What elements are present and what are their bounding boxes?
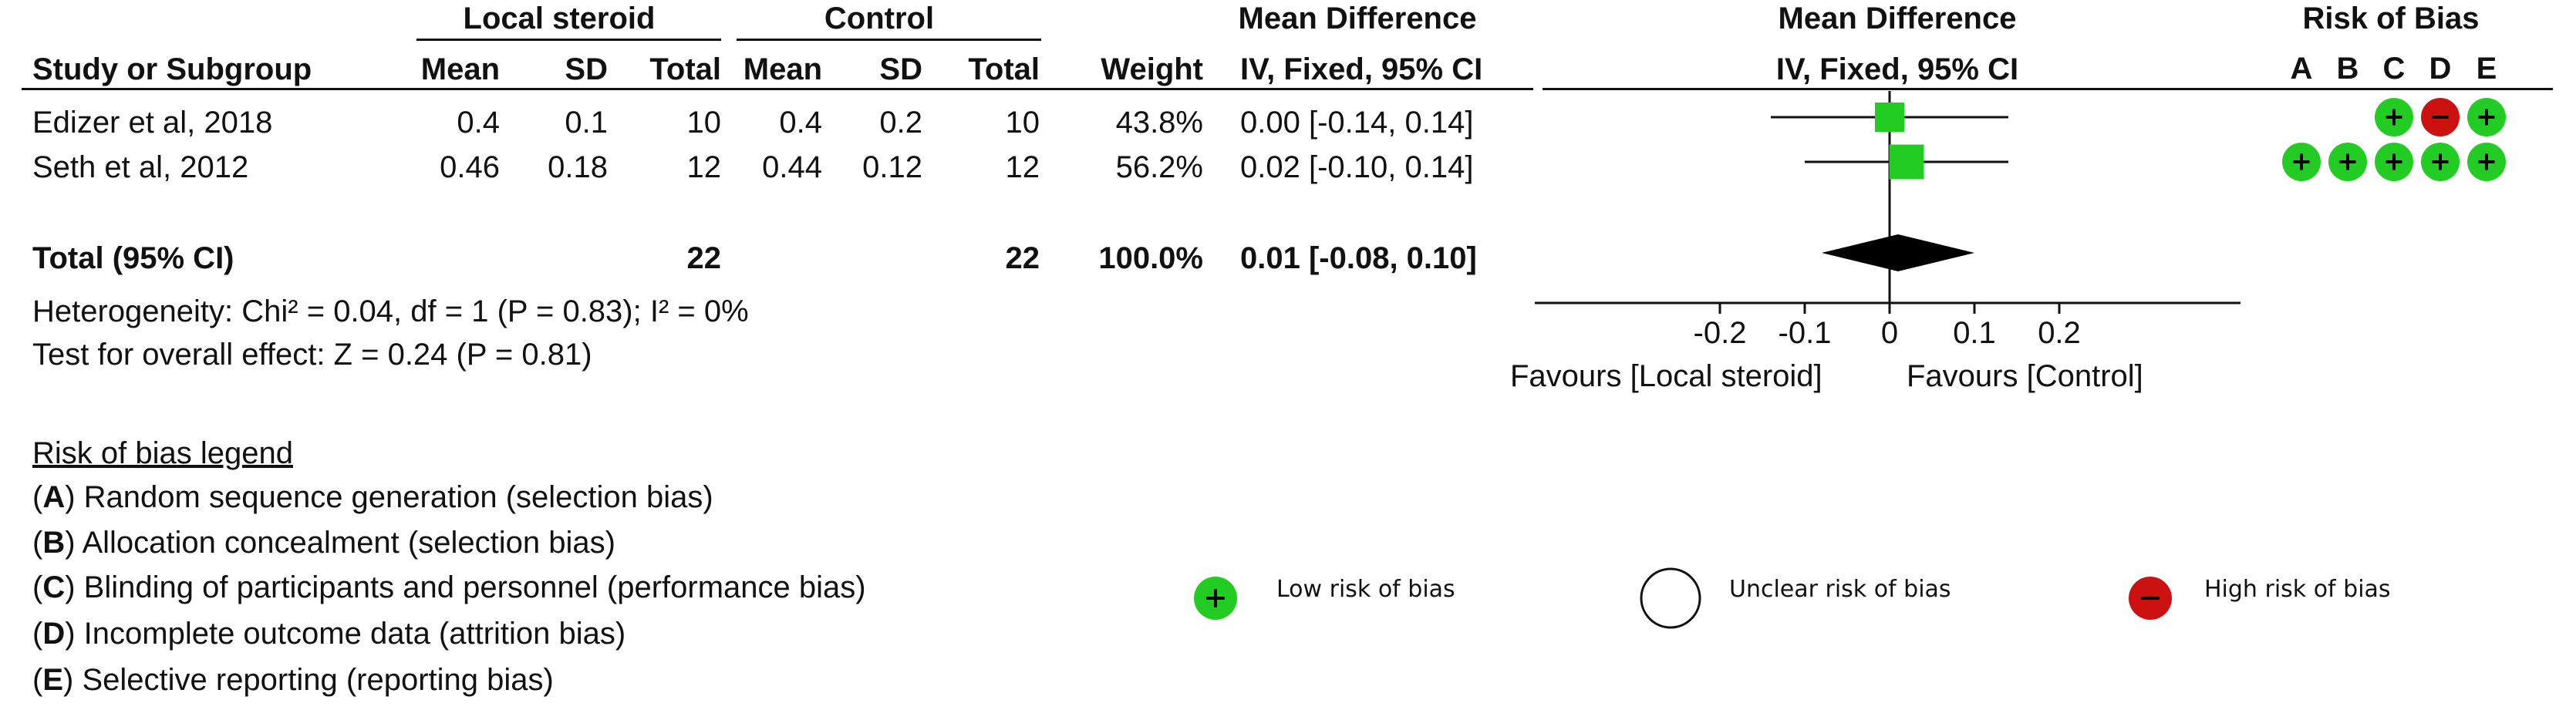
- rob-legend-letter: C: [42, 570, 66, 604]
- group2-header: Control: [824, 2, 935, 35]
- col-total1: Total: [649, 52, 721, 86]
- rob-column-letter: A: [2291, 52, 2313, 86]
- study-square: [1889, 144, 1924, 180]
- total-label: Total (95% CI): [32, 241, 234, 275]
- col-mean1: Mean: [420, 52, 500, 86]
- x-tick-label: -0.1: [1779, 316, 1832, 350]
- rob-column-letter: C: [2383, 52, 2406, 86]
- rob-legend-letter: B: [42, 526, 66, 560]
- key-low-label: Low risk of bias: [1276, 576, 1455, 603]
- rob-column-letter: D: [2429, 52, 2452, 86]
- x-tick-label: -0.2: [1694, 316, 1747, 350]
- rob-legend-item: (C) Blinding of participants and personn…: [32, 570, 866, 604]
- pooled-diamond: [1822, 234, 1974, 271]
- mean1: 0.46: [440, 150, 500, 184]
- rob-legend-title: Risk of bias legend: [32, 436, 293, 470]
- rob-column-letter: E: [2477, 52, 2497, 86]
- weight: 43.8%: [1115, 106, 1203, 140]
- favours-right-label: Favours [Control]: [1907, 359, 2143, 393]
- total1: 10: [686, 106, 722, 140]
- rob-legend-text: ) Selective reporting (reporting bias): [63, 663, 554, 697]
- rob-legend-item: (A) Random sequence generation (selectio…: [32, 480, 713, 514]
- x-tick-label: 0.2: [2038, 316, 2081, 350]
- heterogeneity-text: Heterogeneity: Chi² = 0.04, df = 1 (P = …: [32, 294, 749, 328]
- total1: 12: [686, 150, 722, 184]
- key-high-label: High risk of bias: [2204, 576, 2391, 603]
- favours-left-label: Favours [Local steroid]: [1510, 359, 1822, 393]
- rob-legend-item: (D) Incomplete outcome data (attrition b…: [32, 617, 626, 651]
- group2-rule: [737, 39, 1041, 41]
- col-study: Study or Subgroup: [32, 52, 312, 86]
- rob-legend-text: ) Allocation concealment (selection bias…: [65, 526, 615, 560]
- total2: 22: [1005, 241, 1040, 275]
- header-rule: [22, 88, 1533, 90]
- md-ci: 0.02 [-0.10, 0.14]: [1240, 150, 1474, 184]
- header-rule-plot: [1543, 88, 2553, 90]
- total2: 10: [1005, 106, 1040, 140]
- x-tick-label: 0.1: [1953, 316, 1996, 350]
- rob-legend-letter: A: [42, 480, 66, 514]
- rob-legend-item: (E) Selective reporting (reporting bias): [32, 663, 554, 697]
- col-weight: Weight: [1101, 52, 1203, 86]
- rob-legend-letter: D: [42, 617, 66, 651]
- md-plot-header: Mean Difference: [1778, 2, 2017, 35]
- rob-legend-letter: E: [42, 663, 64, 697]
- total-md-ci: 0.01 [-0.08, 0.10]: [1240, 241, 1477, 275]
- col-total2: Total: [968, 52, 1040, 86]
- total-weight: 100.0%: [1098, 241, 1203, 275]
- weight: 56.2%: [1115, 150, 1203, 184]
- col-mean2: Mean: [743, 52, 822, 86]
- col-md-plot: IV, Fixed, 95% CI: [1775, 52, 2019, 86]
- study-name: Edizer et al, 2018: [32, 106, 273, 140]
- sd2: 0.2: [879, 106, 922, 140]
- md-header: Mean Difference: [1238, 2, 1477, 35]
- sd2: 0.12: [862, 150, 922, 184]
- col-sd1: SD: [565, 52, 608, 86]
- study-square: [1874, 102, 1905, 133]
- rob-header: Risk of Bias: [2302, 2, 2480, 35]
- rob-column-letter: B: [2337, 52, 2359, 86]
- mean2: 0.4: [779, 106, 822, 140]
- rob-legend-text: ) Incomplete outcome data (attrition bia…: [65, 617, 626, 651]
- total1: 22: [686, 241, 722, 275]
- rob-legend-text: ) Random sequence generation (selection …: [65, 480, 713, 514]
- key-unclear-icon: [1640, 567, 1701, 629]
- rob-legend-item: (B) Allocation concealment (selection bi…: [32, 526, 615, 560]
- mean1: 0.4: [457, 106, 500, 140]
- group1-header: Local steroid: [463, 2, 656, 35]
- mean2: 0.44: [762, 150, 822, 184]
- md-ci: 0.00 [-0.14, 0.14]: [1240, 106, 1474, 140]
- col-sd2: SD: [879, 52, 922, 86]
- sd1: 0.18: [548, 150, 608, 184]
- x-tick-label: 0: [1881, 316, 1898, 350]
- sd1: 0.1: [565, 106, 608, 140]
- key-unclear-label: Unclear risk of bias: [1729, 576, 1951, 603]
- rob-legend-text: ) Blinding of participants and personnel…: [65, 570, 866, 604]
- col-md: IV, Fixed, 95% CI: [1240, 52, 1483, 86]
- study-name: Seth et al, 2012: [32, 150, 249, 184]
- overall-effect-text: Test for overall effect: Z = 0.24 (P = 0…: [32, 338, 592, 372]
- total2: 12: [1005, 150, 1040, 184]
- group1-rule: [416, 39, 721, 41]
